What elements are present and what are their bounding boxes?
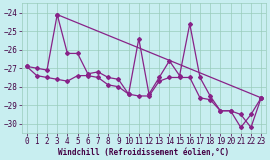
X-axis label: Windchill (Refroidissement éolien,°C): Windchill (Refroidissement éolien,°C) [58, 148, 230, 156]
